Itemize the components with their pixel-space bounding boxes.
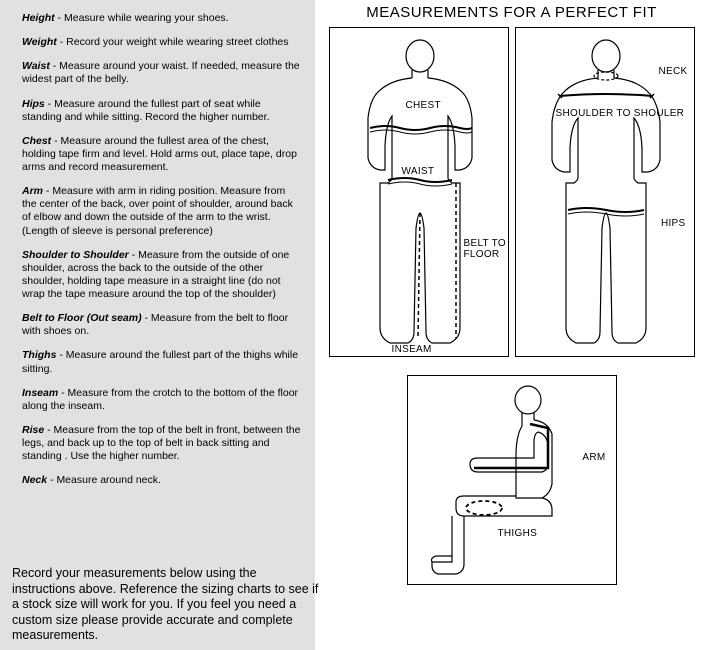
figure-seated-svg xyxy=(408,376,618,586)
measure-text: - Measure from the top of the belt in fr… xyxy=(22,424,300,462)
label-arm: ARM xyxy=(582,452,605,463)
measure-item: Neck - Measure around neck. xyxy=(22,474,301,487)
instructions-list: Height - Measure while wearing your shoe… xyxy=(22,12,301,487)
figure-front: CHEST WAIST INSEAM BELT TO FLOOR xyxy=(329,27,509,357)
measure-term: Inseam xyxy=(22,387,58,399)
measure-term: Shoulder to Shoulder xyxy=(22,249,129,261)
figures-row: CHEST WAIST INSEAM BELT TO FLOOR xyxy=(323,27,700,357)
measure-term: Rise xyxy=(22,424,44,436)
label-thighs: THIGHS xyxy=(498,528,538,539)
label-belt-to-floor: BELT TO FLOOR xyxy=(464,238,507,260)
measure-term: Arm xyxy=(22,185,43,197)
measure-term: Weight xyxy=(22,36,57,48)
measure-text: - Measure around your waist. If needed, … xyxy=(22,60,300,85)
label-shoulder: SHOULDER TO SHOULER xyxy=(556,108,685,119)
measure-text: - Record your weight while wearing stree… xyxy=(57,36,289,48)
measure-term: Thighs xyxy=(22,349,56,361)
measure-term: Belt to Floor (Out seam) xyxy=(22,312,142,324)
figure-back: NECK SHOULDER TO SHOULER HIPS xyxy=(515,27,695,357)
measure-item: Height - Measure while wearing your shoe… xyxy=(22,12,301,25)
measure-term: Neck xyxy=(22,474,47,486)
measure-item: Hips - Measure around the fullest part o… xyxy=(22,98,301,124)
measure-item: Arm - Measure with arm in riding positio… xyxy=(22,185,301,238)
figure-front-svg xyxy=(330,28,510,358)
label-chest: CHEST xyxy=(406,100,441,111)
measure-text: - Measure with arm in riding position. M… xyxy=(22,185,293,236)
measure-item: Shoulder to Shoulder - Measure from the … xyxy=(22,249,301,302)
measure-item: Rise - Measure from the top of the belt … xyxy=(22,424,301,463)
measure-term: Waist xyxy=(22,60,50,72)
figure-seated: ARM THIGHS xyxy=(407,375,617,585)
measure-text: - Measure around the fullest part of sea… xyxy=(22,98,269,123)
measure-term: Hips xyxy=(22,98,45,110)
measure-item: Thighs - Measure around the fullest part… xyxy=(22,349,301,375)
figures-panel: MEASUREMENTS FOR A PERFECT FIT xyxy=(315,0,708,650)
measure-term: Chest xyxy=(22,135,51,147)
measure-item: Inseam - Measure from the crotch to the … xyxy=(22,387,301,413)
measure-text: - Measure around the fullest area of the… xyxy=(22,135,297,173)
measure-text: - Measure while wearing your shoes. xyxy=(55,12,229,24)
label-neck: NECK xyxy=(659,66,688,77)
figure-back-svg xyxy=(516,28,696,358)
measure-item: Belt to Floor (Out seam) - Measure from … xyxy=(22,312,301,338)
instructions-panel: Height - Measure while wearing your shoe… xyxy=(0,0,315,650)
page-title: MEASUREMENTS FOR A PERFECT FIT xyxy=(323,4,700,21)
measure-item: Chest - Measure around the fullest area … xyxy=(22,135,301,174)
measure-item: Weight - Record your weight while wearin… xyxy=(22,36,301,49)
measure-text: - Measure around neck. xyxy=(47,474,161,486)
page-container: Height - Measure while wearing your shoe… xyxy=(0,0,708,650)
label-waist: WAIST xyxy=(402,166,435,177)
measure-term: Height xyxy=(22,12,55,24)
bottom-note: Record your measurements below using the… xyxy=(12,566,322,644)
label-hips: HIPS xyxy=(661,218,686,229)
measure-text: - Measure from the crotch to the bottom … xyxy=(22,387,298,412)
measure-text: - Measure around the fullest part of the… xyxy=(22,349,298,374)
label-inseam: INSEAM xyxy=(392,344,432,355)
measure-item: Waist - Measure around your waist. If ne… xyxy=(22,60,301,86)
